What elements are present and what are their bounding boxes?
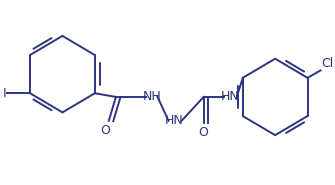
Text: HN: HN [220,90,239,103]
Text: O: O [199,126,209,139]
Text: Cl: Cl [321,57,333,70]
Text: NH: NH [142,90,161,103]
Text: O: O [100,125,111,137]
Text: HN: HN [165,114,184,127]
Text: I: I [2,87,6,100]
